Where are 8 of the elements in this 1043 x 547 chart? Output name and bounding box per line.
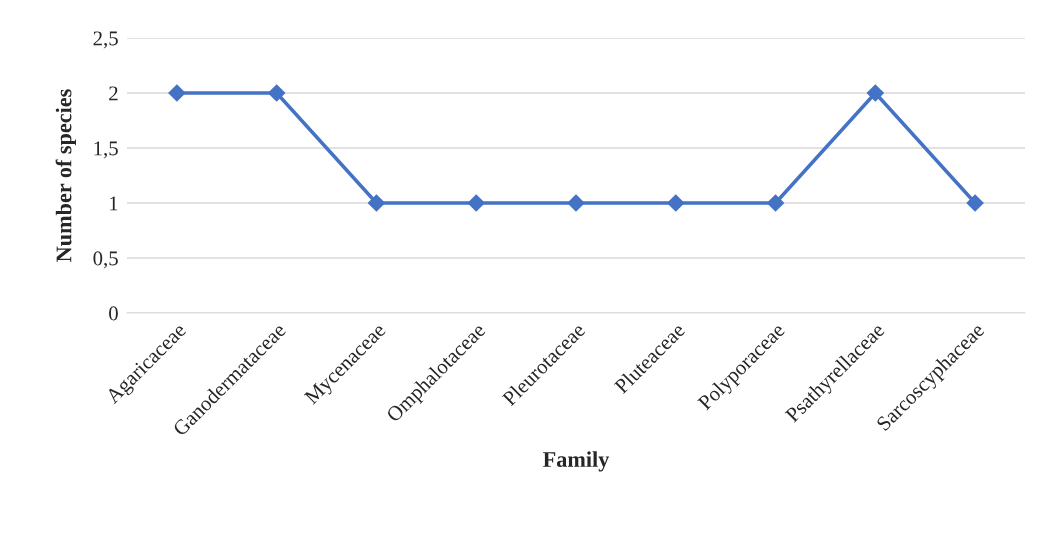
y-tick-label: 2,5 [93,31,118,49]
y-tick-label: 0 [109,306,118,321]
y-tick-label: 2 [109,86,118,101]
x-axis-title: Family [543,451,610,472]
y-tick-label: 0,5 [93,251,118,269]
y-tick-label: 1,5 [94,141,118,159]
y-tick-label: 1 [110,196,118,211]
y-axis-title: Number of species [55,89,76,262]
